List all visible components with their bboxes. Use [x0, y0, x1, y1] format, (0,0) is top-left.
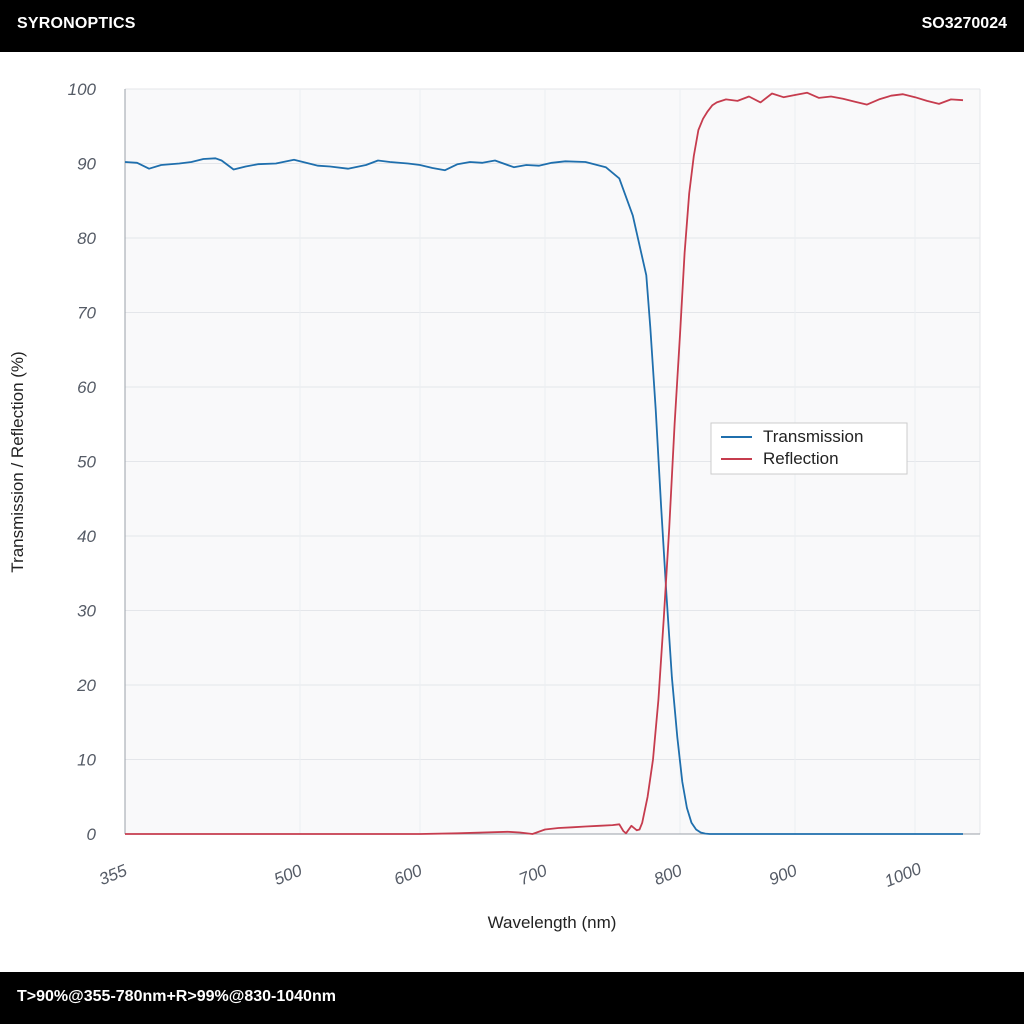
legend-label-transmission: Transmission: [763, 427, 863, 446]
bottom-banner: T>90%@355-780nm+R>99%@830-1040nm: [0, 972, 1024, 1024]
brand-name: SYRONOPTICS: [17, 15, 136, 32]
spec-text: T>90%@355-780nm+R>99%@830-1040nm: [17, 988, 336, 1005]
y-tick-label: 80: [77, 229, 96, 248]
spectral-chart: 0 10 20 30 40 50 60 70 80 90 100 355 500 600 700 800 90…: [8, 80, 981, 932]
series-lines: [124, 91, 964, 835]
x-tick-label: 1000: [882, 859, 925, 891]
x-tick-label: 900: [766, 861, 800, 889]
y-tick-label: 20: [76, 676, 96, 695]
y-tick-label: 30: [77, 602, 96, 621]
y-tick-label: 90: [77, 155, 96, 174]
series-line-transmission: [124, 157, 963, 835]
y-tick-label: 60: [77, 378, 96, 397]
y-tick-label: 10: [77, 751, 96, 770]
y-axis-title: Transmission / Reflection (%): [8, 351, 27, 572]
legend-box: [710, 422, 908, 475]
part-number: SO3270024: [921, 15, 1007, 32]
legend-label-reflection: Reflection: [763, 449, 839, 468]
top-banner: SYRONOPTICS SO3270024: [0, 0, 1024, 52]
series-line-reflection: [125, 91, 964, 835]
x-tick-label: 500: [271, 861, 305, 889]
y-tick-label: 40: [77, 527, 96, 546]
legend: Transmission Reflection: [710, 422, 908, 475]
x-tick-label: 800: [651, 861, 685, 889]
x-tick-label: 600: [391, 861, 425, 889]
x-tick-label: 700: [516, 861, 550, 889]
x-tick-labels: 355 500 600 700 800 900 1000: [96, 859, 924, 891]
y-tick-label: 0: [87, 825, 97, 844]
y-tick-label: 50: [77, 453, 96, 472]
y-tick-label: 70: [77, 304, 96, 323]
y-tick-labels: 0 10 20 30 40 50 60 70 80 90 100: [68, 80, 97, 844]
x-tick-label: 355: [96, 861, 130, 889]
x-axis-title: Wavelength (nm): [488, 913, 617, 932]
y-tick-label: 100: [68, 80, 97, 99]
